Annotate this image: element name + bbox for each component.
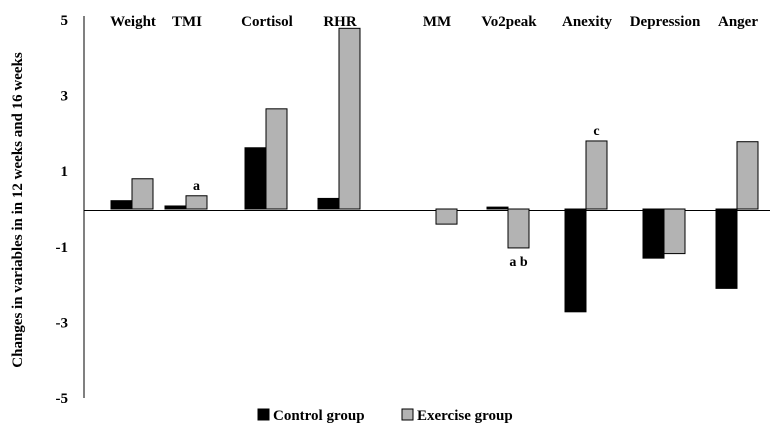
category-label: Cortisol: [241, 14, 293, 30]
legend-swatch-control: [257, 408, 270, 421]
exercise-bar: [185, 195, 208, 210]
control-bar: [164, 205, 187, 210]
y-axis-label: Changes in variables in in 12 weeks and …: [10, 52, 26, 368]
annotation-label: a: [193, 179, 200, 194]
category-label: TMI: [172, 14, 202, 30]
y-tick-label: 5: [61, 13, 69, 29]
bars: [110, 27, 759, 313]
control-bar: [244, 147, 267, 210]
legend-swatch-exercise: [401, 408, 414, 421]
exercise-bar: [507, 208, 530, 249]
category-label: Anexity: [562, 14, 612, 30]
control-bar: [486, 206, 509, 210]
legend: Control group Exercise group: [257, 408, 513, 424]
y-tick-label: 3: [61, 89, 69, 105]
exercise-bar: [663, 208, 686, 255]
annotation-label: c: [593, 124, 599, 139]
legend-label: Exercise group: [417, 408, 513, 424]
category-labels: Weight TMI Cortisol RHR MM Vo2peak Anexity Depr…: [110, 14, 758, 30]
category-label: Depression: [630, 14, 701, 30]
category-label: RHR: [323, 14, 357, 30]
exercise-bar: [265, 108, 288, 210]
y-tick-label: -5: [56, 391, 69, 407]
exercise-bar: [736, 141, 759, 210]
exercise-bar: [585, 140, 608, 210]
category-label: Vo2peak: [481, 14, 537, 30]
control-bar: [715, 208, 738, 289]
control-bar: [110, 200, 133, 210]
y-tick-label: -3: [56, 315, 69, 331]
y-tick-label: -1: [56, 240, 69, 256]
category-label: Anger: [718, 14, 758, 30]
annotations: a a b c: [193, 124, 600, 270]
control-bar: [642, 208, 665, 259]
legend-label: Control group: [273, 408, 365, 424]
y-tick-label: 1: [61, 164, 69, 180]
exercise-bar: [131, 178, 154, 210]
exercise-bar: [435, 208, 458, 225]
annotation-label: a b: [509, 255, 528, 270]
exercise-bar: [338, 27, 361, 210]
control-bar: [317, 197, 340, 210]
control-bar: [564, 208, 587, 313]
y-tick-labels: 5 3 1 -1 -3 -5: [56, 13, 69, 407]
category-label: Weight: [110, 14, 156, 30]
category-label: MM: [423, 14, 451, 30]
